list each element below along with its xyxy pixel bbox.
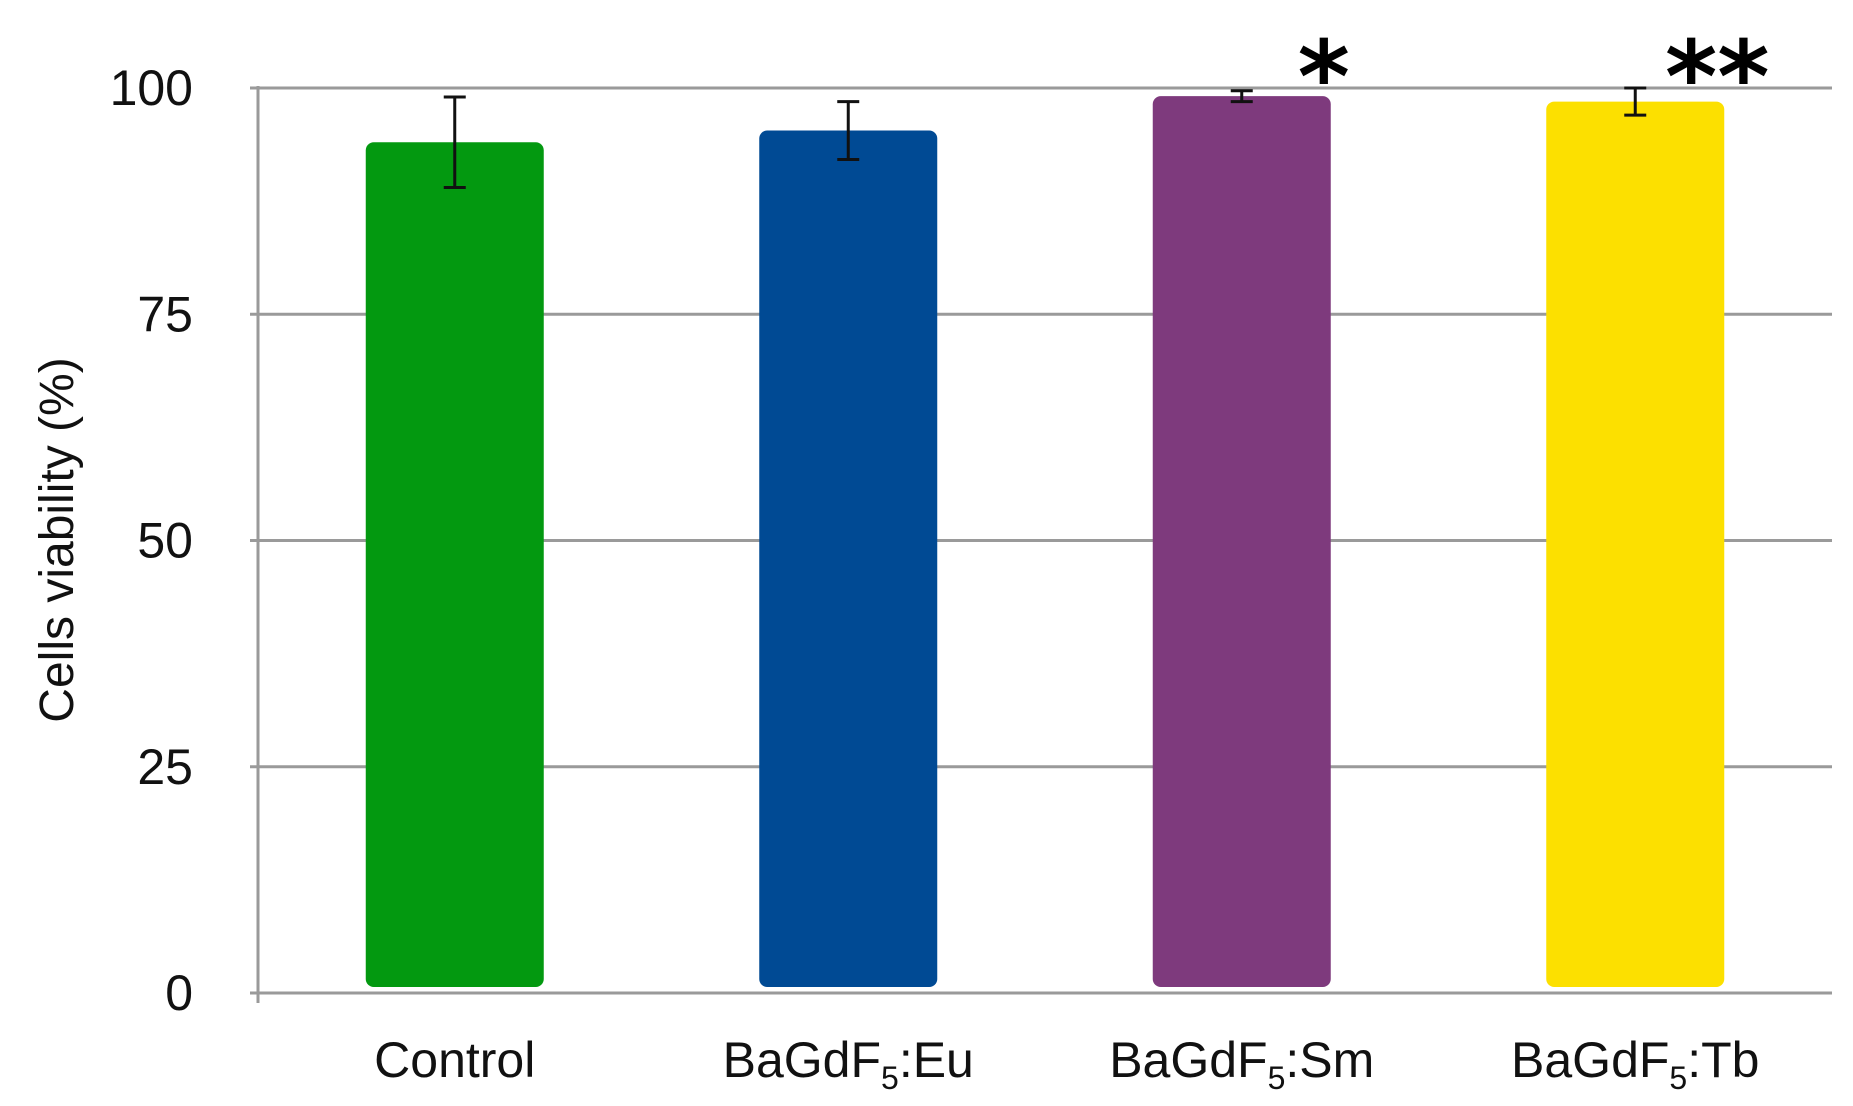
labels: 0 25 50 75 100 Control BaGdF5:Eu * BaGdF5:Sm ** Ba… [110,19,1770,1096]
axes [250,86,1832,1003]
significance-mark: * [1298,19,1350,136]
y-axis-title: Cells viability (%) [31,357,84,722]
bar [1152,96,1331,987]
bar [759,130,938,987]
bars [365,86,1725,988]
y-tick-label: 50 [137,513,193,569]
significance-mark: ** [1665,19,1770,136]
category-label: BaGdF5:Eu [723,1032,974,1096]
category-label: BaGdF5:Tb [1511,1032,1759,1096]
category-label: BaGdF5:Sm [1109,1032,1374,1096]
category-label: Control [374,1032,535,1088]
y-tick-label: 75 [137,286,193,342]
bar [365,142,544,988]
y-tick-label: 0 [165,965,193,1021]
bar [1546,101,1725,987]
y-tick-label: 100 [110,60,193,116]
y-tick-label: 25 [137,739,193,795]
